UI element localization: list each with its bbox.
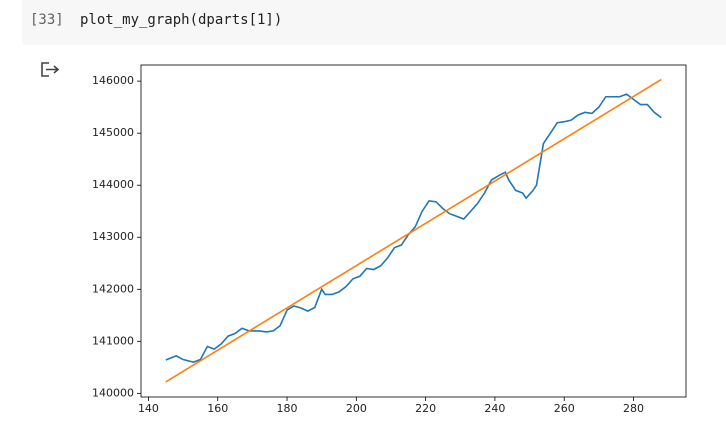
code-cell[interactable]: [33] plot_my_graph(dparts[1]) [22, 0, 726, 45]
cell-code[interactable]: plot_my_graph(dparts[1]) [80, 12, 283, 28]
y-tick-label: 142000 [92, 282, 134, 295]
y-tick-label: 141000 [92, 334, 134, 347]
series-line [165, 78, 662, 383]
x-tick-label: 220 [415, 402, 436, 415]
x-tick-label: 140 [138, 402, 159, 415]
y-tick-label: 144000 [92, 178, 134, 191]
cell-prompt: [33] [30, 12, 64, 28]
x-tick-label: 180 [277, 402, 298, 415]
plot-frame [140, 64, 687, 398]
y-tick-label: 143000 [92, 230, 134, 243]
x-tick-label: 200 [346, 402, 367, 415]
y-tick-label: 140000 [92, 386, 134, 399]
y-tick-label: 146000 [92, 74, 134, 87]
x-tick-label: 280 [623, 402, 644, 415]
series-line [165, 93, 662, 363]
x-tick-label: 240 [484, 402, 505, 415]
x-tick-label: 160 [207, 402, 228, 415]
x-tick-label: 260 [554, 402, 575, 415]
output-icon[interactable] [41, 62, 60, 77]
y-tick-label: 145000 [92, 126, 134, 139]
